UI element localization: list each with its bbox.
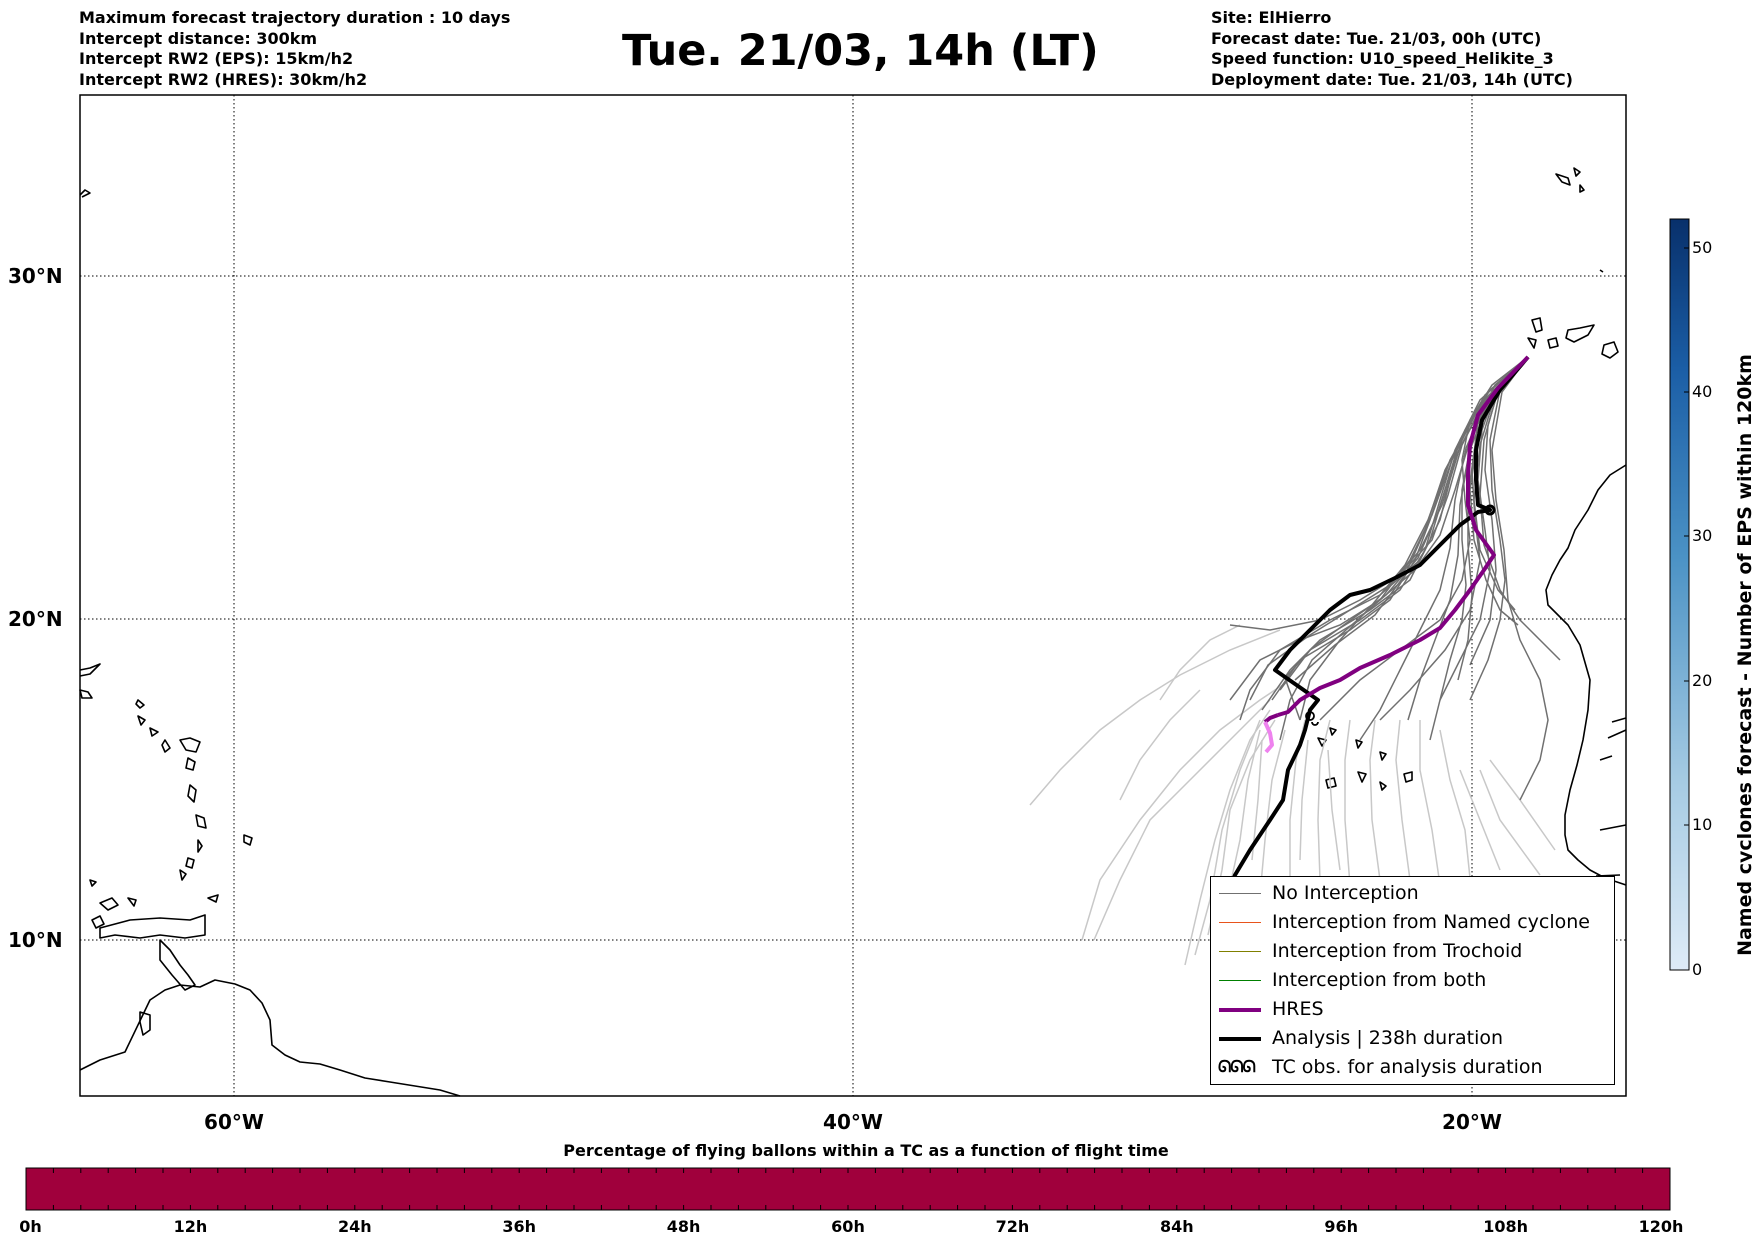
legend-swatch xyxy=(1219,1037,1261,1041)
legend-label: Analysis | 238h duration xyxy=(1272,1027,1504,1049)
tc-obs-marker xyxy=(1305,711,1319,726)
map-title: Tue. 21/03, 14h (LT) xyxy=(622,26,1099,76)
bottom-colorbar-tick-label: 96h xyxy=(1324,1217,1359,1236)
analysis-end-marker xyxy=(1484,504,1496,516)
colorbar-tick: 30 xyxy=(1692,526,1713,545)
header-left-line: Intercept distance: 300km xyxy=(79,28,318,48)
coastline-africa xyxy=(1317,167,1627,886)
hres-trajectory xyxy=(1263,355,1530,754)
legend-item-both: Interception from both xyxy=(1211,967,1614,996)
bottom-colorbar-tick-label: 60h xyxy=(831,1217,865,1236)
header-left-line: Intercept RW2 (HRES): 30km/h2 xyxy=(79,69,368,89)
coastline-americas xyxy=(79,189,461,1097)
tc-obs-icon: ᘏᘏᘏ xyxy=(1218,1057,1256,1076)
legend-item-named-cyclone: Interception from Named cyclone xyxy=(1211,909,1614,938)
lat-label-10n: 10°N xyxy=(8,928,63,952)
map-legend: No Interception Interception from Named … xyxy=(1210,876,1615,1085)
legend-swatch xyxy=(1219,922,1261,923)
analysis-trajectory xyxy=(1223,355,1530,901)
bottom-colorbar-tick-label: 48h xyxy=(666,1217,701,1236)
ensemble-trajectories-faded xyxy=(1029,624,1556,966)
bottom-colorbar-tick-label: 24h xyxy=(337,1217,372,1236)
legend-swatch xyxy=(1219,1008,1261,1012)
bottom-colorbar-tick-label: 120h xyxy=(1638,1217,1684,1236)
legend-label: Interception from Named cyclone xyxy=(1272,911,1590,933)
bottom-colorbar-title: Percentage of flying ballons within a TC… xyxy=(563,1141,1169,1160)
colorbar-title: Named cyclones forecast - Number of EPS … xyxy=(1734,354,1752,956)
colorbar-tick: 20 xyxy=(1692,671,1713,690)
bottom-colorbar-tick-label: 12h xyxy=(173,1217,208,1236)
legend-item-hres: HRES xyxy=(1211,996,1614,1025)
lat-label-20n: 20°N xyxy=(8,607,63,631)
header-right-line: Site: ElHierro xyxy=(1211,8,1332,27)
colorbar-tick: 0 xyxy=(1692,960,1703,979)
legend-label: Interception from both xyxy=(1272,969,1487,991)
lon-label-40w: 40°W xyxy=(823,1110,883,1134)
bottom-colorbar-ticks xyxy=(25,1168,1671,1210)
colorbar-tick: 50 xyxy=(1692,238,1713,257)
legend-label: TC obs. for analysis duration xyxy=(1272,1056,1543,1078)
legend-swatch xyxy=(1219,893,1261,894)
header-left: Maximum forecast trajectory duration : 1… xyxy=(79,8,510,90)
legend-swatch xyxy=(1219,951,1261,952)
header-right-line: Speed function: U10_speed_Helikite_3 xyxy=(1211,49,1554,68)
map-frame xyxy=(79,94,1627,1097)
legend-item-analysis: Analysis | 238h duration xyxy=(1211,1025,1614,1054)
bottom-colorbar-tick-label: 108h xyxy=(1483,1217,1528,1236)
legend-item-trochoid: Interception from Trochoid xyxy=(1211,938,1614,967)
legend-label: No Interception xyxy=(1272,882,1419,904)
lon-label-20w: 20°W xyxy=(1442,1110,1502,1134)
colorbar-tick: 40 xyxy=(1692,382,1713,401)
right-colorbar xyxy=(1669,218,1690,971)
legend-item-no-interception: No Interception xyxy=(1211,880,1614,909)
header-right-line: Deployment date: Tue. 21/03, 14h (UTC) xyxy=(1211,69,1573,89)
legend-label: HRES xyxy=(1272,998,1324,1020)
legend-item-tc-obs: ᘏᘏᘏ TC obs. for analysis duration xyxy=(1211,1054,1614,1083)
legend-swatch xyxy=(1219,980,1261,981)
bottom-colorbar-tick-label: 36h xyxy=(502,1217,537,1236)
bottom-colorbar-tick-label: 0h xyxy=(19,1217,42,1236)
colorbar-tick: 10 xyxy=(1692,815,1713,834)
bottom-colorbar-tick-label: 84h xyxy=(1159,1217,1194,1236)
header-left-line: Maximum forecast trajectory duration : 1… xyxy=(79,8,511,27)
legend-label: Interception from Trochoid xyxy=(1272,940,1523,962)
bottom-colorbar xyxy=(25,1167,1671,1211)
right-colorbar-ticks xyxy=(1684,247,1689,971)
lon-label-60w: 60°W xyxy=(204,1110,264,1134)
lat-label-30n: 30°N xyxy=(8,264,63,288)
header-right-line: Forecast date: Tue. 21/03, 00h (UTC) xyxy=(1211,28,1542,48)
header-right: Site: ElHierro Forecast date: Tue. 21/03… xyxy=(1211,8,1573,90)
bottom-colorbar-tick-label: 72h xyxy=(995,1217,1030,1236)
header-left-line: Intercept RW2 (EPS): 15km/h2 xyxy=(79,49,354,68)
